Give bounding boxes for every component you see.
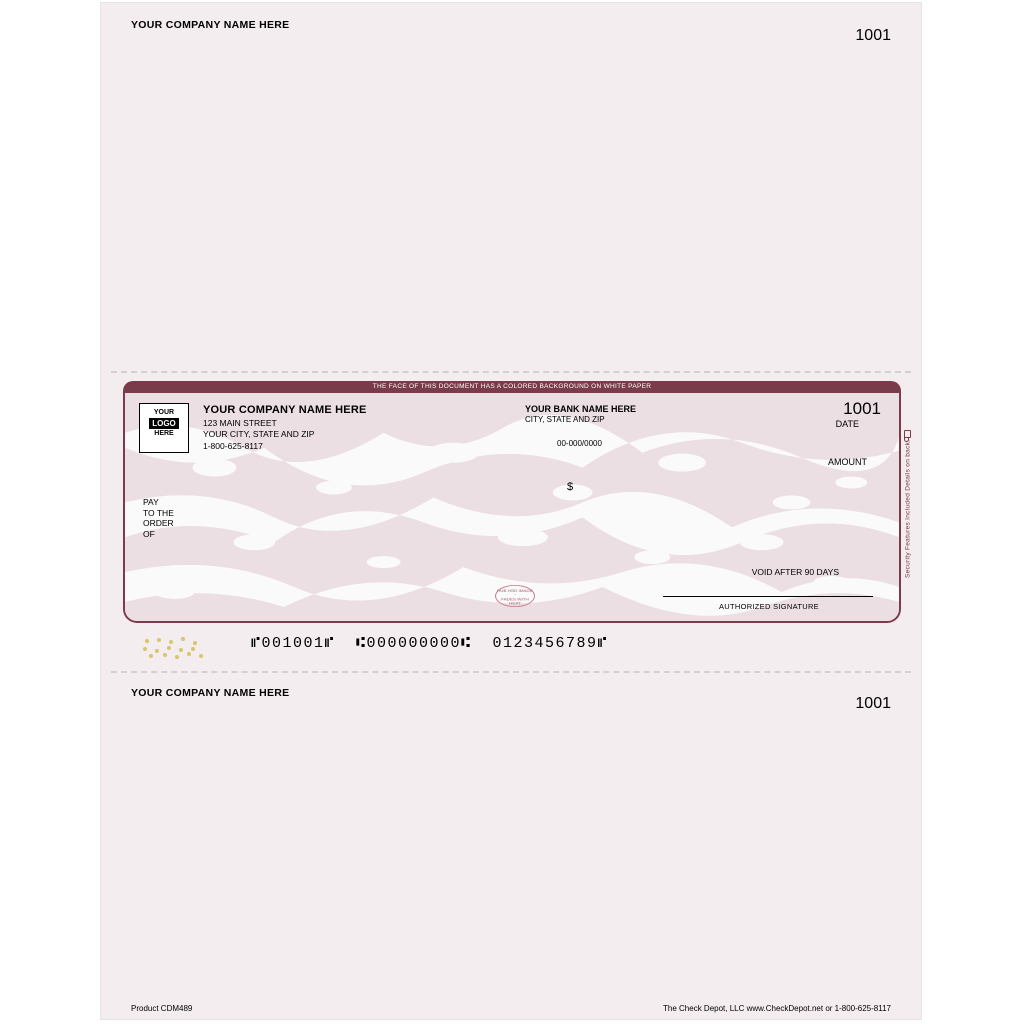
product-code: Product CDM489 bbox=[131, 1004, 192, 1013]
check-body: YOUR LOGO HERE YOUR COMPANY NAME HERE 12… bbox=[123, 393, 901, 623]
side-strip-text: Security Features Included Details on ba… bbox=[905, 440, 912, 578]
top-stub-header: YOUR COMPANY NAME HERE 1001 bbox=[101, 15, 921, 33]
company-street: 123 MAIN STREET bbox=[203, 418, 367, 429]
padlock-icon bbox=[905, 430, 912, 438]
security-banner: THE FACE OF THIS DOCUMENT HAS A COLORED … bbox=[123, 381, 901, 393]
bank-block: YOUR BANK NAME HERE CITY, STATE AND ZIP bbox=[525, 403, 636, 426]
check-number: 1001 bbox=[843, 399, 881, 419]
pay-line2: TO THE bbox=[143, 508, 174, 519]
security-side-strip: Security Features Included Details on ba… bbox=[901, 391, 915, 615]
bank-city: CITY, STATE AND ZIP bbox=[525, 415, 636, 426]
check-panel: THE FACE OF THIS DOCUMENT HAS A COLORED … bbox=[123, 381, 901, 623]
company-phone: 1-800-625-8117 bbox=[203, 441, 367, 452]
micr-row: ⑈001001⑈ ⑆000000000⑆ 0123456789⑈ bbox=[141, 633, 881, 661]
routing-fraction: 00-000/0000 bbox=[557, 439, 602, 448]
micr-line: ⑈001001⑈ ⑆000000000⑆ 0123456789⑈ bbox=[251, 635, 608, 652]
top-stub-check-number: 1001 bbox=[855, 27, 891, 45]
top-stub-company: YOUR COMPANY NAME HERE bbox=[131, 19, 289, 31]
pay-line3: ORDER bbox=[143, 518, 174, 529]
pay-line4: OF bbox=[143, 529, 174, 540]
date-label: DATE bbox=[836, 419, 859, 429]
top-stub: YOUR COMPANY NAME HERE 1001 bbox=[101, 3, 921, 371]
logo-placeholder: YOUR LOGO HERE bbox=[139, 403, 189, 453]
dollar-sign: $ bbox=[567, 481, 573, 493]
sheet-footer: Product CDM489 The Check Depot, LLC www.… bbox=[101, 1004, 921, 1013]
pay-to-order-label: PAY TO THE ORDER OF bbox=[143, 497, 174, 540]
company-name: YOUR COMPANY NAME HERE bbox=[203, 403, 367, 418]
signature-line bbox=[663, 596, 873, 597]
bottom-stub-company: YOUR COMPANY NAME HERE bbox=[131, 687, 289, 699]
logo-line1: YOUR bbox=[140, 409, 188, 417]
check-sheet: YOUR COMPANY NAME HERE 1001 THE FACE OF … bbox=[100, 2, 922, 1020]
thermochromic-seal: RUB HSD IMAGE ~ FADES WITH HEAT bbox=[495, 585, 535, 607]
bottom-stub-header: YOUR COMPANY NAME HERE 1001 bbox=[101, 683, 921, 701]
bank-name: YOUR BANK NAME HERE bbox=[525, 403, 636, 415]
bottom-stub-check-number: 1001 bbox=[855, 695, 891, 713]
seal-line2: FADES WITH HEAT bbox=[496, 598, 534, 606]
logo-line2: LOGO bbox=[149, 418, 179, 429]
perforation-top bbox=[111, 371, 911, 373]
logo-line3: HERE bbox=[140, 430, 188, 438]
company-city: YOUR CITY, STATE AND ZIP bbox=[203, 429, 367, 440]
company-address-block: YOUR COMPANY NAME HERE 123 MAIN STREET Y… bbox=[203, 403, 367, 452]
amount-label: AMOUNT bbox=[828, 457, 867, 467]
void-after-text: VOID AFTER 90 DAYS bbox=[752, 567, 839, 577]
vendor-info: The Check Depot, LLC www.CheckDepot.net … bbox=[663, 1004, 891, 1013]
pay-line1: PAY bbox=[143, 497, 174, 508]
gold-security-dots bbox=[141, 637, 203, 657]
bottom-stub: YOUR COMPANY NAME HERE 1001 bbox=[101, 671, 921, 1021]
signature-label: AUTHORIZED SIGNATURE bbox=[719, 602, 819, 611]
